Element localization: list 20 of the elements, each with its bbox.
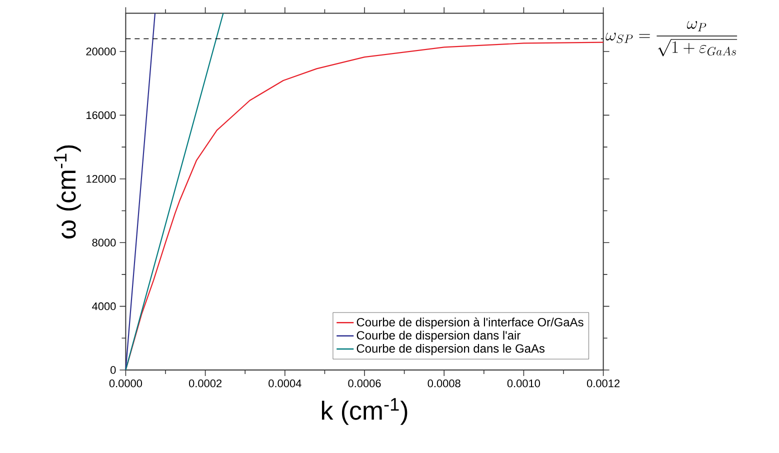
line-series xyxy=(125,42,604,371)
x-tick-label: 0.0000 xyxy=(109,380,142,388)
y-tick-label: 16000 xyxy=(86,111,116,120)
y-tick-label: 8000 xyxy=(92,238,116,246)
y-tick-label: 4000 xyxy=(92,302,116,310)
x-axis-title: k (cm$^{-1}$) xyxy=(322,398,408,425)
x-tick-label: 0.0002 xyxy=(188,380,222,388)
x-tick-label: 0.0012 xyxy=(586,380,620,388)
legend-label: Courbe de dispersion dans le GaAs xyxy=(356,344,545,356)
x-tick-label: 0.0008 xyxy=(428,380,460,388)
x-tick-label: 0.0004 xyxy=(268,380,302,388)
y-axis-title: ω (cm$^{-1}$) xyxy=(54,145,81,238)
ref-line-label: $\omega_{SP}=\frac{\omega_P}{\sqrt{1+\varepsilon_{GaAs}}}$ xyxy=(606,21,738,56)
x-tick-label: 0.0010 xyxy=(507,380,540,388)
y-tick-label: 0 xyxy=(110,366,116,374)
y-tick-label: 20000 xyxy=(86,48,116,56)
y-tick-label: 12000 xyxy=(86,175,116,183)
x-tick-label: 0.0006 xyxy=(348,380,381,388)
legend-label: Courbe de dispersion à l'interface Or/GaAs xyxy=(356,318,584,329)
legend-label: Courbe de dispersion dans l'air xyxy=(356,330,520,342)
